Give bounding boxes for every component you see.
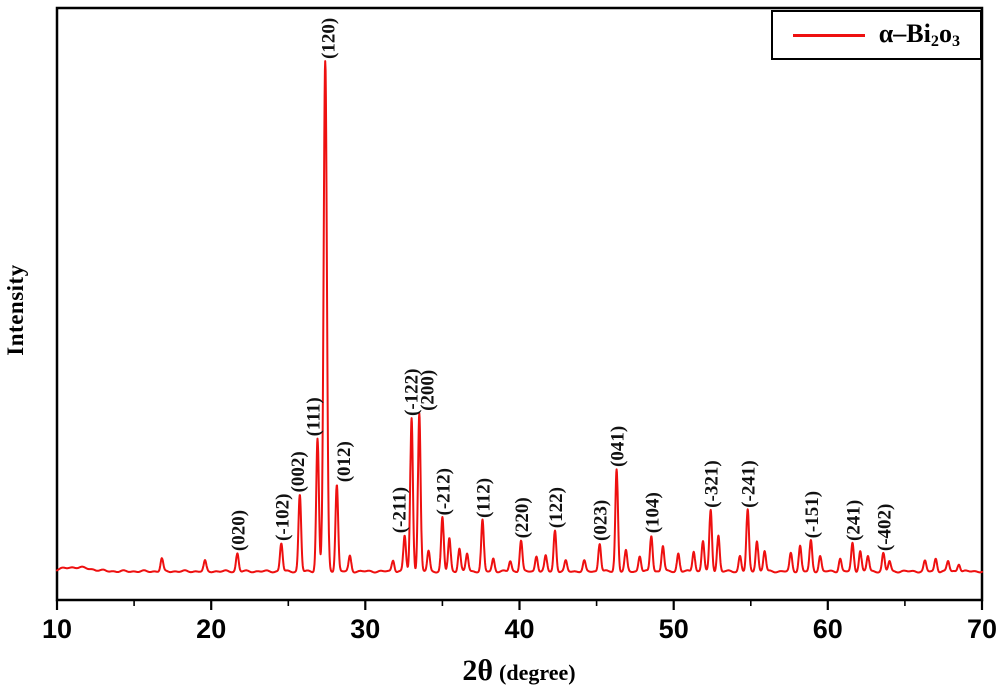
legend-text-part: o (938, 19, 952, 48)
peak-label: (111) (304, 397, 325, 436)
peak-label: (020) (228, 510, 249, 551)
peak-label: (-321) (702, 460, 723, 507)
peak-label: (241) (844, 500, 865, 541)
x-axis-label-unit: (degree) (499, 660, 576, 685)
peak-label: (041) (608, 426, 629, 467)
peak-label: (-122) (402, 369, 423, 416)
peak-label: (220) (512, 497, 533, 538)
legend-text-part: 3 (951, 33, 960, 51)
legend-text-part: α–Bi (878, 19, 931, 48)
peak-label: (-211) (390, 487, 411, 533)
x-axis-label: 2θ (degree) (462, 654, 575, 688)
peak-label: (-212) (433, 468, 454, 515)
peak-label: (112) (474, 478, 495, 518)
peak-label: (200) (417, 370, 438, 411)
x-axis-tick-label: 50 (659, 614, 689, 644)
x-axis-tick-label: 40 (504, 614, 534, 644)
peak-label: (-151) (802, 491, 823, 538)
peak-label: (122) (546, 487, 567, 528)
peak-label: (104) (642, 492, 663, 533)
peak-label: (-402) (874, 504, 895, 551)
legend-line-swatch (792, 33, 865, 37)
x-axis-tick-label: 30 (350, 614, 380, 644)
peak-label: (023) (591, 500, 612, 541)
peak-label: (002) (288, 451, 309, 492)
y-axis-label: Intensity (3, 264, 28, 356)
x-axis-tick-label: 70 (967, 614, 997, 644)
legend: α–Bi2o3 (770, 10, 982, 61)
peak-label: (012) (334, 441, 355, 482)
peak-label: (-102) (272, 494, 293, 541)
legend-text-part: 2 (930, 33, 939, 51)
peak-label: (120) (318, 18, 339, 59)
legend-label: α–Bi2o3 (879, 19, 960, 51)
xrd-curve (56, 60, 983, 574)
x-axis-tick-label: 60 (813, 614, 843, 644)
peak-label: (-241) (739, 460, 760, 507)
x-axis-tick-label: 20 (196, 614, 226, 644)
x-axis-label-symbol: 2θ (462, 654, 494, 687)
x-axis-tick-label: 10 (42, 614, 72, 644)
